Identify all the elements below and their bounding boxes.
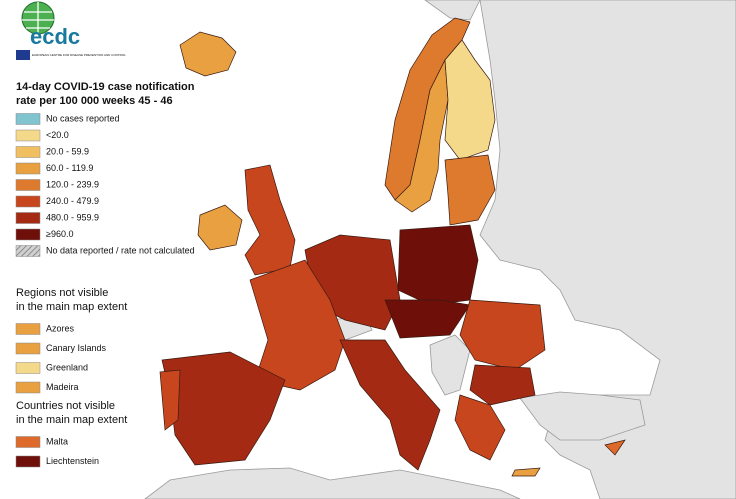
legend-swatch (15, 381, 41, 394)
legend-swatch (15, 342, 41, 355)
legend-label: Azores (46, 323, 75, 333)
legend-swatch (15, 455, 41, 468)
legend-label: 240.0 - 479.9 (46, 196, 99, 206)
map-regions (159, 17, 626, 477)
legend-label: 60.0 - 119.9 (46, 163, 93, 173)
logo-text: ecdc (30, 24, 80, 49)
legend-label: Madeira (46, 382, 79, 392)
legend-swatch (15, 195, 41, 208)
legend: 14-day COVID-19 case notification rate pe… (15, 81, 195, 468)
legend-swatch (15, 146, 41, 158)
legend-swatch (15, 212, 41, 224)
legend-label: Malta (46, 436, 68, 446)
legend-label: 120.0 - 239.9 (46, 179, 99, 189)
legend-label: Canary Islands (46, 343, 107, 353)
legend-swatch (15, 113, 41, 125)
logo: ecdc EUROPEAN CENTRE FOR DISEASE PREVENT… (16, 1, 126, 60)
non-eu-land (144, 0, 736, 499)
legend-swatch (15, 245, 41, 257)
legend-title: in the main map extent (16, 414, 127, 426)
logo-subtitle: EUROPEAN CENTRE FOR DISEASE PREVENTION A… (32, 53, 126, 57)
legend-label: 480.0 - 959.9 (46, 212, 99, 222)
legend-swatch (15, 323, 41, 335)
legend-title: Countries not visible (16, 400, 115, 412)
legend-title: rate per 100 000 weeks 45 - 46 (16, 95, 173, 107)
legend-label: No cases reported (46, 113, 120, 123)
legend-label: <20.0 (46, 130, 69, 140)
legend-title: in the main map extent (16, 301, 127, 313)
legend-swatch (15, 129, 41, 142)
legend-label: Liechtenstein (46, 456, 99, 466)
legend-swatch (15, 436, 41, 448)
legend-title: 14-day COVID-19 case notification (16, 81, 195, 93)
legend-swatch (15, 362, 41, 374)
legend-label: No data reported / rate not calculated (46, 245, 195, 255)
legend-label: Greenland (46, 362, 88, 372)
legend-title: Regions not visible (16, 287, 108, 299)
legend-swatch (15, 179, 41, 191)
legend-swatch (15, 228, 41, 241)
legend-swatch (15, 162, 41, 175)
legend-label: 20.0 - 59.9 (46, 146, 89, 156)
legend-label: ≥960.0 (46, 229, 73, 239)
